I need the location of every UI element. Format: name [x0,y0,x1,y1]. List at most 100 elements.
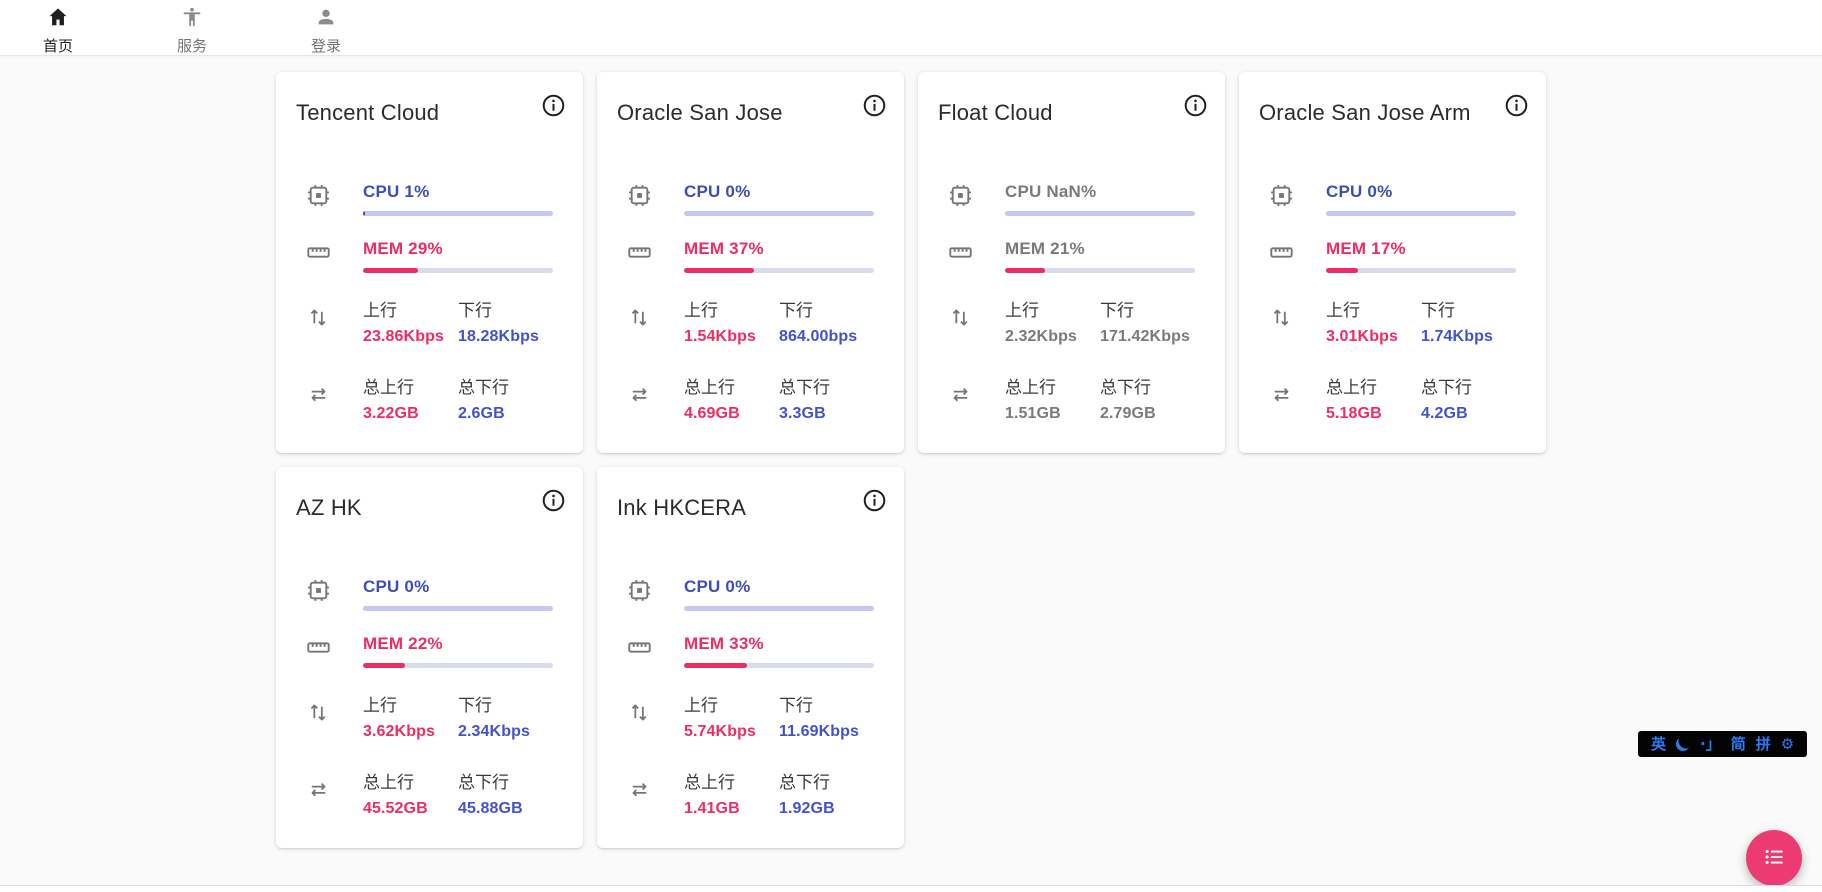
swap-horizontal-icon [627,768,653,818]
total-upload-value: 45.52GB [363,800,428,817]
cpu-progress-bar [1005,211,1195,216]
person-icon [315,6,337,33]
total-upload-label: 总上行 [684,773,735,792]
network-speed-row: 上行 5.74Kbps 下行 11.69Kbps [617,691,884,741]
network-speed-row: 上行 1.54Kbps 下行 864.00bps [617,296,884,346]
list-icon [1763,846,1785,871]
ruler-icon [627,239,653,273]
server-stats: CPU 1% MEM 29% [296,182,563,423]
nav-item-login[interactable]: 登录 [294,0,358,56]
server-card[interactable]: Oracle San Jose Arm [1239,72,1546,453]
cpu-chip-icon [306,182,332,216]
nav-login-label: 登录 [310,37,341,55]
nav-item-home[interactable]: 首页 [26,0,90,56]
total-download-label: 总下行 [1100,378,1151,397]
total-download-label: 总下行 [458,378,509,397]
cpu-chip-icon [627,182,653,216]
mem-row: MEM 29% [296,239,563,273]
moon-icon[interactable] [1676,737,1691,751]
info-button[interactable] [1504,93,1529,118]
network-total-row: 总上行 45.52GB 总下行 45.88GB [296,768,563,818]
cpu-chip-icon [306,577,332,611]
mem-row: MEM 33% [617,634,884,668]
swap-horizontal-icon [306,373,332,423]
network-total-row: 总上行 4.69GB 总下行 3.3GB [617,373,884,423]
total-download-value: 1.92GB [779,800,835,817]
server-card[interactable]: AZ HK CPU 0% [276,467,583,848]
mem-progress-fill [363,663,405,668]
total-download-label: 总下行 [779,378,830,397]
info-icon [862,93,887,118]
ime-punctuation-toggle[interactable]: ·」 [1700,734,1721,753]
gear-icon[interactable]: ⚙ [1780,734,1795,753]
server-list-fab[interactable] [1746,830,1802,886]
mem-progress-bar [1326,268,1516,273]
server-name: Oracle San Jose [617,100,783,125]
total-download-label: 总下行 [1421,378,1472,397]
ime-pinyin-toggle[interactable]: 拼 [1755,734,1771,753]
home-icon [47,6,69,33]
ruler-icon [1269,239,1295,273]
cpu-chip-icon [1269,182,1295,216]
cpu-row: CPU NaN% [938,182,1205,216]
server-stats: CPU 0% MEM 37% [617,182,884,423]
upload-label: 上行 [684,696,718,715]
mem-usage-label: MEM 33% [684,634,764,653]
upload-value: 5.74Kbps [684,723,756,740]
ime-language-toggle[interactable]: 英 [1651,734,1667,753]
cpu-progress-bar [684,606,874,611]
server-card[interactable]: Ink HKCERA CP [597,467,904,848]
total-upload-label: 总上行 [1005,378,1056,397]
cpu-chip-icon [627,577,653,611]
mem-usage-label: MEM 37% [684,239,764,258]
info-button[interactable] [862,488,887,513]
nav-services-label: 服务 [176,37,207,55]
ruler-icon [306,634,332,668]
nav-item-services[interactable]: 服务 [160,0,224,56]
cpu-usage-label: CPU NaN% [1005,182,1097,201]
upload-label: 上行 [1005,301,1039,320]
server-stats: CPU 0% MEM 17% [1259,182,1526,423]
upload-value: 3.62Kbps [363,723,435,740]
cpu-progress-bar [1326,211,1516,216]
mem-progress-bar [363,663,553,668]
download-label: 下行 [458,301,492,320]
ime-simplified-toggle[interactable]: 简 [1730,734,1746,753]
info-button[interactable] [541,488,566,513]
upload-label: 上行 [363,696,397,715]
server-name: Tencent Cloud [296,100,440,125]
total-upload-value: 1.41GB [684,800,740,817]
mem-progress-bar [684,663,874,668]
ruler-icon [627,634,653,668]
server-card[interactable]: Oracle San Jose [597,72,904,453]
total-upload-value: 4.69GB [684,405,740,422]
mem-progress-bar [1005,268,1195,273]
info-button[interactable] [862,93,887,118]
mem-progress-fill [684,663,747,668]
server-stats: CPU 0% MEM 22% [296,577,563,818]
server-name: Ink HKCERA [617,495,747,520]
swap-vertical-icon [306,296,332,346]
download-label: 下行 [458,696,492,715]
total-upload-value: 1.51GB [1005,405,1061,422]
server-card[interactable]: Tencent Cloud [276,72,583,453]
cpu-row: CPU 0% [617,182,884,216]
cpu-chip-icon [948,182,974,216]
cpu-usage-label: CPU 0% [684,182,751,201]
footer-divider [0,885,1822,892]
server-name: Float Cloud [938,100,1053,125]
mem-progress-fill [363,268,419,273]
network-total-row: 总上行 5.18GB 总下行 4.2GB [1259,373,1526,423]
server-card[interactable]: Float Cloud C [918,72,1225,453]
server-card-grid: Tencent Cloud [276,72,1546,848]
nav-home-label: 首页 [42,37,73,55]
network-speed-row: 上行 23.86Kbps 下行 18.28Kbps [296,296,563,346]
cpu-row: CPU 1% [296,182,563,216]
mem-usage-label: MEM 17% [1326,239,1406,258]
mem-row: MEM 37% [617,239,884,273]
info-button[interactable] [541,93,566,118]
info-button[interactable] [1183,93,1208,118]
info-icon [541,488,566,513]
upload-value: 3.01Kbps [1326,328,1398,345]
mem-usage-label: MEM 29% [363,239,443,258]
